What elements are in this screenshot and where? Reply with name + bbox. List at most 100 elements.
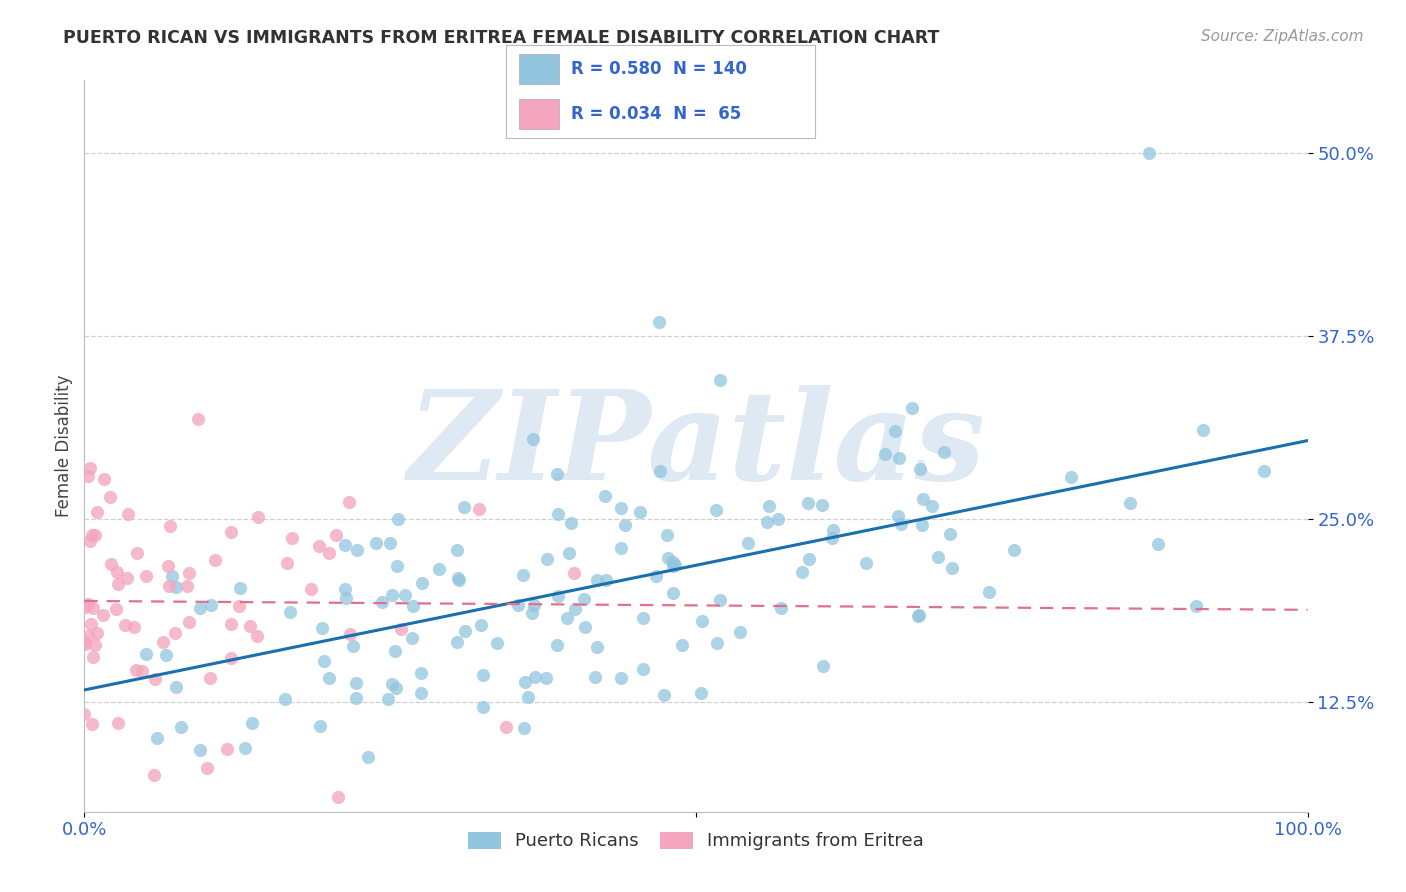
Point [82, 601, 104, 615]
Point [689, 685, 711, 699]
Point [520, 606, 543, 620]
Point [883, 424, 905, 438]
Point [157, 579, 180, 593]
Point [337, 495, 360, 509]
Point [1147, 537, 1170, 551]
Point [650, 464, 672, 478]
Point [314, 654, 336, 668]
Point [823, 523, 845, 537]
Point [344, 676, 367, 690]
Point [546, 639, 568, 653]
Point [357, 749, 380, 764]
Point [979, 584, 1001, 599]
Point [83, 528, 105, 542]
Point [662, 555, 685, 569]
Point [664, 558, 686, 573]
Point [117, 507, 139, 521]
Point [217, 741, 239, 756]
Point [240, 716, 263, 731]
Point [143, 672, 166, 686]
Point [233, 741, 256, 756]
Point [470, 618, 492, 632]
Point [125, 546, 148, 560]
Point [188, 743, 211, 757]
Point [453, 500, 475, 515]
Point [309, 719, 332, 733]
Point [890, 516, 912, 531]
Point [446, 635, 468, 649]
Point [1060, 470, 1083, 484]
Point [75, 637, 97, 651]
Point [758, 500, 780, 514]
Point [631, 611, 654, 625]
Point [114, 618, 136, 632]
Point [770, 601, 793, 615]
Point [564, 602, 586, 616]
Point [380, 677, 402, 691]
Point [364, 536, 387, 550]
Point [941, 561, 963, 575]
Point [204, 553, 226, 567]
Point [662, 558, 685, 573]
Point [645, 569, 668, 583]
Point [143, 768, 166, 782]
Point [628, 506, 651, 520]
Point [169, 720, 191, 734]
Y-axis label: Female Disability: Female Disability [55, 375, 73, 517]
Point [380, 536, 402, 550]
Point [195, 761, 218, 775]
Point [1253, 464, 1275, 478]
Point [311, 621, 333, 635]
Point [105, 566, 128, 580]
Point [318, 546, 340, 560]
Point [709, 593, 731, 607]
Point [486, 635, 509, 649]
Point [246, 510, 269, 524]
Point [671, 638, 693, 652]
Point [176, 579, 198, 593]
Point [135, 647, 157, 661]
Point [447, 570, 470, 584]
Point [522, 432, 544, 446]
Point [453, 624, 475, 638]
Point [335, 591, 357, 606]
Point [165, 680, 187, 694]
Point [912, 491, 935, 506]
Point [907, 609, 929, 624]
Point [574, 620, 596, 634]
Point [339, 627, 361, 641]
Point [326, 790, 349, 805]
Point [115, 571, 138, 585]
Point [558, 546, 581, 560]
Point [246, 629, 269, 643]
Point [585, 640, 607, 655]
Point [387, 558, 409, 573]
Point [704, 503, 727, 517]
Point [318, 671, 340, 685]
Point [229, 581, 252, 595]
Point [610, 671, 633, 685]
Point [79, 461, 101, 475]
Point [1184, 599, 1206, 614]
Point [873, 447, 896, 461]
Point [467, 502, 489, 516]
Point [910, 461, 932, 475]
Point [107, 576, 129, 591]
Point [522, 598, 544, 612]
Point [391, 622, 413, 636]
Point [655, 528, 678, 542]
Point [792, 565, 814, 579]
Point [709, 373, 731, 387]
Point [662, 585, 685, 599]
Point [344, 691, 367, 706]
Point [219, 651, 242, 665]
Point [157, 559, 180, 574]
Point [1119, 496, 1142, 510]
Point [766, 512, 789, 526]
Point [506, 598, 529, 612]
Point [342, 639, 364, 653]
Point [706, 636, 728, 650]
Point [77, 629, 100, 643]
Point [911, 518, 934, 533]
Point [381, 588, 404, 602]
